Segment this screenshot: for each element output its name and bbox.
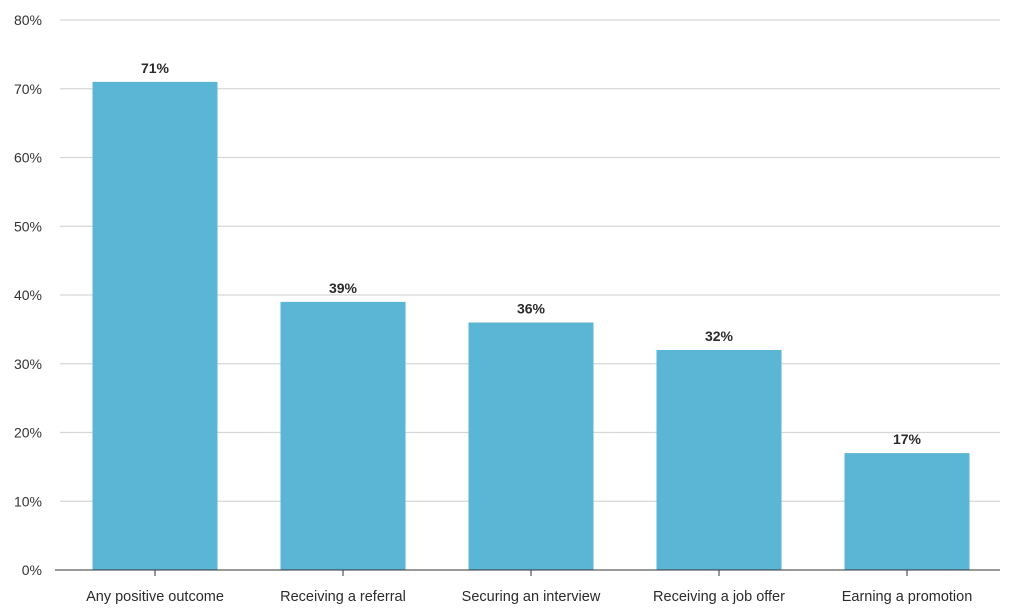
labels: 0% 10% 20% 30% 40% 50% 60% 70% 80% 71% Any positiv… [14,12,972,605]
bar-data-label: 17% [893,431,922,447]
x-category-label: Securing an interview [462,589,601,605]
bar-data-label: 36% [517,301,546,317]
y-tick-label: 60% [14,150,42,166]
bar [92,81,218,570]
y-tick-label: 0% [22,562,42,578]
bar [468,322,594,570]
y-tick-label: 30% [14,356,42,372]
bar [844,453,970,570]
y-tick-label: 80% [14,12,42,28]
y-tick-label: 10% [14,493,42,509]
x-axis [55,569,1000,576]
bar-data-label: 39% [329,280,358,296]
y-tick-label: 40% [14,287,42,303]
bar-data-label: 71% [141,60,170,76]
y-tick-label: 50% [14,218,42,234]
x-category-label: Receiving a referral [280,589,406,605]
bar-data-label: 32% [705,328,734,344]
bars [92,81,970,570]
x-category-label: Any positive outcome [86,589,224,605]
y-tick-label: 70% [14,81,42,97]
x-category-label: Receiving a job offer [653,589,785,605]
y-tick-label: 20% [14,425,42,441]
bar [656,350,782,570]
x-category-label: Earning a promotion [842,589,973,605]
bar [280,301,406,570]
